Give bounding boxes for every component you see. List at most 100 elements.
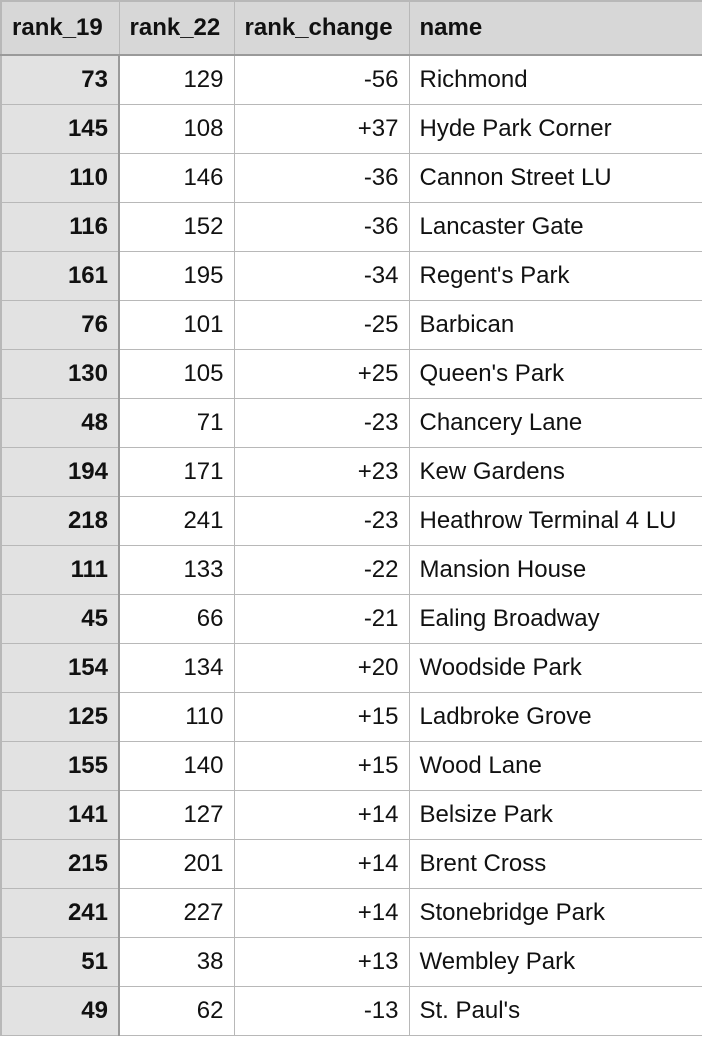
cell-name[interactable]: Woodside Park [408,642,702,693]
cell-rank-change[interactable]: +13 [233,936,410,987]
cell-rank-22[interactable]: 66 [118,593,235,644]
cell-name[interactable]: Wood Lane [408,740,702,791]
cell-rank-19[interactable]: 141 [0,789,120,840]
cell-rank-change[interactable]: -36 [233,201,410,252]
cell-rank-19[interactable]: 45 [0,593,120,644]
cell-rank-22[interactable]: 146 [118,152,235,203]
cell-rank-change[interactable]: -13 [233,985,410,1036]
cell-rank-change[interactable]: -34 [233,250,410,301]
table-row: 145 108 +37 Hyde Park Corner [0,103,702,154]
table-row: 161 195 -34 Regent's Park [0,250,702,301]
table-row: 49 62 -13 St. Paul's [0,985,702,1036]
cell-name[interactable]: Stonebridge Park [408,887,702,938]
cell-rank-19[interactable]: 130 [0,348,120,399]
cell-rank-22[interactable]: 171 [118,446,235,497]
column-header-name[interactable]: name [408,0,702,56]
cell-rank-19[interactable]: 51 [0,936,120,987]
cell-rank-change[interactable]: +23 [233,446,410,497]
cell-name[interactable]: Wembley Park [408,936,702,987]
cell-rank-22[interactable]: 152 [118,201,235,252]
cell-name[interactable]: Queen's Park [408,348,702,399]
cell-rank-change[interactable]: +37 [233,103,410,154]
cell-rank-19[interactable]: 111 [0,544,120,595]
cell-name[interactable]: Chancery Lane [408,397,702,448]
cell-rank-22[interactable]: 38 [118,936,235,987]
cell-rank-19[interactable]: 48 [0,397,120,448]
cell-rank-change[interactable]: -22 [233,544,410,595]
cell-rank-22[interactable]: 201 [118,838,235,889]
table-row: 116 152 -36 Lancaster Gate [0,201,702,252]
cell-rank-19[interactable]: 154 [0,642,120,693]
cell-rank-19[interactable]: 73 [0,54,120,105]
cell-name[interactable]: Regent's Park [408,250,702,301]
cell-name[interactable]: Belsize Park [408,789,702,840]
cell-rank-change[interactable]: +14 [233,789,410,840]
column-header-rank-22[interactable]: rank_22 [118,0,235,56]
table-row: 45 66 -21 Ealing Broadway [0,593,702,644]
cell-rank-22[interactable]: 108 [118,103,235,154]
cell-rank-22[interactable]: 134 [118,642,235,693]
column-header-rank-19[interactable]: rank_19 [0,0,120,56]
cell-rank-22[interactable]: 195 [118,250,235,301]
data-table: rank_19 rank_22 rank_change name 73 129 -5… [0,0,702,1036]
cell-name[interactable]: Ealing Broadway [408,593,702,644]
cell-rank-22[interactable]: 133 [118,544,235,595]
cell-rank-19[interactable]: 145 [0,103,120,154]
cell-rank-22[interactable]: 71 [118,397,235,448]
cell-name[interactable]: Richmond [408,54,702,105]
column-header-rank-change[interactable]: rank_change [233,0,410,56]
cell-rank-19[interactable]: 76 [0,299,120,350]
cell-rank-22[interactable]: 127 [118,789,235,840]
table-row: 73 129 -56 Richmond [0,54,702,105]
cell-rank-change[interactable]: -36 [233,152,410,203]
cell-rank-change[interactable]: +15 [233,740,410,791]
cell-rank-change[interactable]: -23 [233,495,410,546]
cell-name[interactable]: Cannon Street LU [408,152,702,203]
cell-rank-19[interactable]: 155 [0,740,120,791]
cell-rank-19[interactable]: 116 [0,201,120,252]
cell-rank-19[interactable]: 194 [0,446,120,497]
cell-rank-19[interactable]: 161 [0,250,120,301]
cell-name[interactable]: Barbican [408,299,702,350]
cell-rank-22[interactable]: 129 [118,54,235,105]
table-row: 241 227 +14 Stonebridge Park [0,887,702,938]
cell-name[interactable]: St. Paul's [408,985,702,1036]
table-row: 51 38 +13 Wembley Park [0,936,702,987]
cell-rank-19[interactable]: 110 [0,152,120,203]
cell-rank-19[interactable]: 218 [0,495,120,546]
cell-name[interactable]: Mansion House [408,544,702,595]
table-row: 111 133 -22 Mansion House [0,544,702,595]
cell-rank-change[interactable]: -56 [233,54,410,105]
cell-rank-19[interactable]: 241 [0,887,120,938]
cell-name[interactable]: Lancaster Gate [408,201,702,252]
cell-rank-22[interactable]: 101 [118,299,235,350]
cell-name[interactable]: Ladbroke Grove [408,691,702,742]
cell-rank-change[interactable]: +15 [233,691,410,742]
table-row: 110 146 -36 Cannon Street LU [0,152,702,203]
cell-name[interactable]: Brent Cross [408,838,702,889]
table-row: 218 241 -23 Heathrow Terminal 4 LU [0,495,702,546]
table-row: 215 201 +14 Brent Cross [0,838,702,889]
cell-rank-change[interactable]: +20 [233,642,410,693]
cell-rank-22[interactable]: 62 [118,985,235,1036]
header-row: rank_19 rank_22 rank_change name [0,0,702,56]
cell-rank-22[interactable]: 140 [118,740,235,791]
cell-rank-19[interactable]: 125 [0,691,120,742]
cell-name[interactable]: Hyde Park Corner [408,103,702,154]
cell-rank-change[interactable]: +14 [233,838,410,889]
cell-rank-22[interactable]: 110 [118,691,235,742]
cell-rank-22[interactable]: 227 [118,887,235,938]
cell-name[interactable]: Heathrow Terminal 4 LU [408,495,702,546]
cell-rank-22[interactable]: 105 [118,348,235,399]
cell-rank-change[interactable]: +14 [233,887,410,938]
table-row: 154 134 +20 Woodside Park [0,642,702,693]
cell-rank-22[interactable]: 241 [118,495,235,546]
cell-name[interactable]: Kew Gardens [408,446,702,497]
cell-rank-19[interactable]: 49 [0,985,120,1036]
cell-rank-change[interactable]: -25 [233,299,410,350]
table-row: 76 101 -25 Barbican [0,299,702,350]
cell-rank-change[interactable]: -21 [233,593,410,644]
cell-rank-change[interactable]: -23 [233,397,410,448]
cell-rank-change[interactable]: +25 [233,348,410,399]
cell-rank-19[interactable]: 215 [0,838,120,889]
